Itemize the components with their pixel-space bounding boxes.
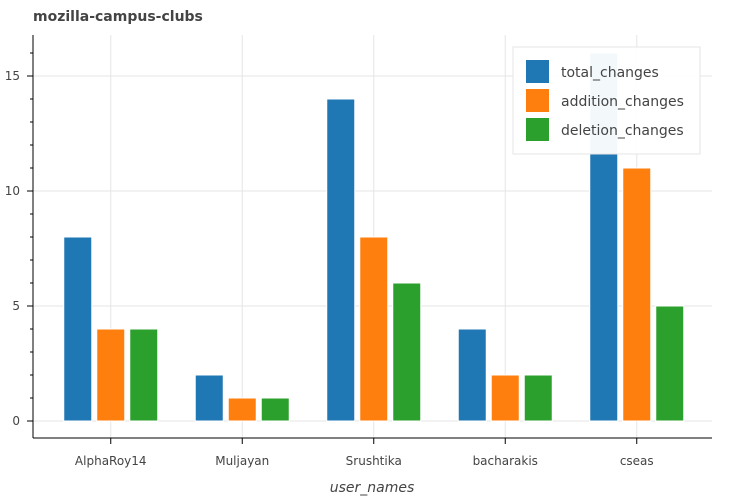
x-tick-label: Muljayan [215, 454, 269, 468]
x-tick-label: bacharakis [473, 454, 538, 468]
y-tick-label: 10 [5, 184, 20, 198]
bar-deletion_changes-bacharakis [523, 374, 553, 422]
axes: 0 5 10 15 AlphaRoy14 Muljayan Srushtika bachara… [5, 35, 712, 468]
legend-swatch-total_changes [526, 60, 549, 83]
legend-label-total_changes: total_changes [561, 65, 659, 81]
legend-label-addition_changes: addition_changes [561, 94, 684, 110]
legend-swatch-deletion_changes [526, 118, 549, 141]
x-tick-label: Srushtika [346, 454, 402, 468]
y-tick-label: 15 [5, 69, 20, 83]
bar-total_changes-AlphaRoy14 [63, 236, 93, 422]
bar-addition_changes-bacharakis [490, 374, 520, 422]
legend: total_changes addition_changes deletion_ch… [512, 46, 701, 155]
bar-deletion_changes-AlphaRoy14 [129, 328, 159, 422]
bar-deletion_changes-Muljayan [260, 397, 290, 422]
bar-total_changes-bacharakis [457, 328, 487, 422]
bar-total_changes-Muljayan [194, 374, 224, 422]
x-axis-label: user_names [330, 480, 415, 496]
bar-addition_changes-cseas [622, 167, 652, 422]
x-tick-label: cseas [620, 454, 654, 468]
x-tick-label: AlphaRoy14 [75, 454, 147, 468]
bar-total_changes-Srushtika [326, 98, 356, 422]
legend-swatch-addition_changes [526, 89, 549, 112]
bar-deletion_changes-Srushtika [392, 282, 422, 422]
bar-deletion_changes-cseas [655, 305, 685, 422]
legend-label-deletion_changes: deletion_changes [561, 123, 684, 139]
bar-addition_changes-Muljayan [227, 397, 257, 422]
bar-addition_changes-AlphaRoy14 [96, 328, 126, 422]
bar-addition_changes-Srushtika [359, 236, 389, 422]
y-tick-label: 0 [12, 414, 20, 428]
y-tick-label: 5 [12, 299, 20, 313]
chart-title: mozilla-campus-clubs [33, 9, 203, 25]
